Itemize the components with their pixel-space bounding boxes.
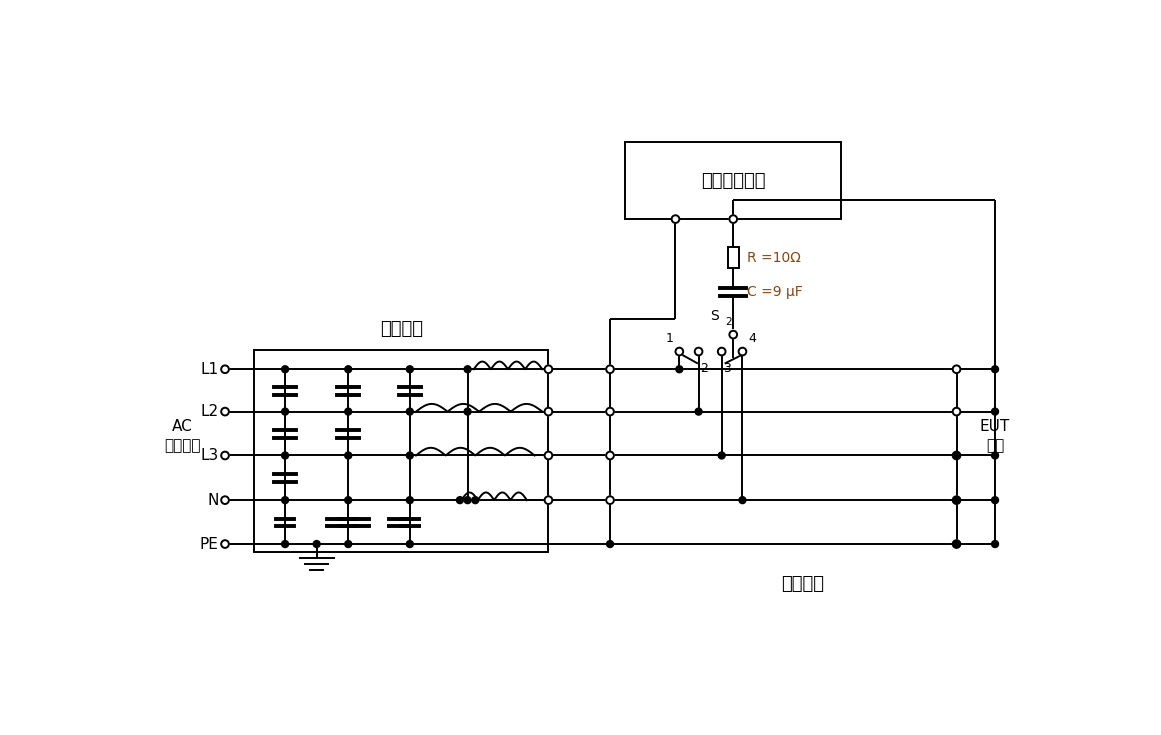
Circle shape [676,366,683,373]
Circle shape [953,451,960,459]
Circle shape [282,408,289,415]
Text: L2: L2 [201,404,219,419]
Text: 3: 3 [723,362,731,376]
Circle shape [991,452,998,459]
Text: 端口: 端口 [986,438,1004,453]
Circle shape [282,497,289,503]
Circle shape [729,331,737,338]
Circle shape [222,365,229,373]
Text: PE: PE [200,537,219,551]
Circle shape [953,408,960,415]
Bar [254,350,548,552]
Circle shape [222,540,229,548]
Circle shape [740,497,745,503]
Text: 组合波发生器: 组合波发生器 [701,171,765,190]
Circle shape [606,496,614,504]
Circle shape [738,348,747,356]
Text: 去耦网络: 去耦网络 [380,320,423,338]
Circle shape [345,366,352,373]
Circle shape [545,408,553,415]
Circle shape [406,540,413,548]
Circle shape [694,348,702,356]
Circle shape [606,365,614,373]
Circle shape [345,497,352,503]
Circle shape [456,497,463,503]
Circle shape [345,452,352,459]
Text: 2: 2 [726,317,733,327]
Circle shape [222,496,229,504]
Text: 1: 1 [665,332,673,345]
Circle shape [719,452,726,459]
Circle shape [676,348,683,356]
Text: AC: AC [172,419,193,434]
Circle shape [222,451,229,459]
Circle shape [606,540,613,548]
Circle shape [953,540,960,548]
Circle shape [464,366,471,373]
Circle shape [671,215,679,223]
Circle shape [345,540,352,548]
Circle shape [545,496,553,504]
Circle shape [222,408,229,415]
Circle shape [545,365,553,373]
Circle shape [406,408,413,415]
Circle shape [953,365,960,373]
Text: L3: L3 [201,448,219,463]
Circle shape [406,366,413,373]
Circle shape [406,497,413,503]
Circle shape [606,451,614,459]
Text: 2: 2 [700,362,708,376]
Circle shape [282,366,289,373]
Bar [626,142,841,219]
Circle shape [953,540,960,548]
Circle shape [953,496,960,504]
Circle shape [345,408,352,415]
Circle shape [606,408,614,415]
Circle shape [406,452,413,459]
Circle shape [953,452,960,459]
Circle shape [991,366,998,373]
Circle shape [991,540,998,548]
Circle shape [953,497,960,503]
Circle shape [717,348,726,356]
Text: S: S [711,309,720,323]
Text: N: N [208,492,219,508]
Circle shape [464,497,471,503]
Circle shape [545,451,553,459]
Text: R =10Ω: R =10Ω [747,251,801,265]
Circle shape [471,497,478,503]
Text: EUT: EUT [980,419,1010,434]
Circle shape [695,408,702,415]
Circle shape [464,408,471,415]
Text: 电源端口: 电源端口 [165,438,201,453]
Circle shape [991,408,998,415]
Text: C =9 μF: C =9 μF [747,285,803,299]
Text: 耦合网络: 耦合网络 [781,575,824,593]
Circle shape [282,540,289,548]
Circle shape [991,497,998,503]
Circle shape [282,452,289,459]
Circle shape [313,540,320,548]
Circle shape [729,215,737,223]
Text: L1: L1 [201,362,219,377]
Bar [728,247,738,268]
Text: 4: 4 [749,332,757,345]
